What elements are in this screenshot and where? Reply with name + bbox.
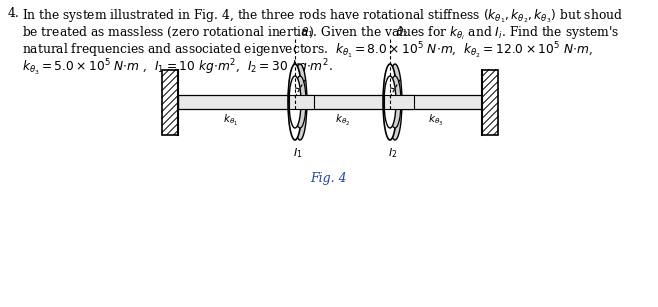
Text: $k_{\theta_3}$: $k_{\theta_3}$ [428, 113, 443, 128]
Ellipse shape [289, 76, 301, 128]
Ellipse shape [388, 64, 402, 140]
Text: $I_2$: $I_2$ [388, 146, 397, 160]
Text: In the system illustrated in Fig. 4, the three rods have rotational stiffness $(: In the system illustrated in Fig. 4, the… [22, 7, 623, 25]
Bar [178, 95, 295, 109]
Ellipse shape [384, 76, 396, 128]
Text: $\theta_1$: $\theta_1$ [301, 25, 313, 39]
Text: $\theta_2$: $\theta_2$ [396, 25, 408, 39]
Bar [482, 69, 498, 134]
Text: natural frequencies and associated eigenvectors.  $k_{\theta_1} = 8.0\times10^5\: natural frequencies and associated eigen… [22, 41, 593, 61]
Text: $k_{\theta_1}$: $k_{\theta_1}$ [223, 113, 238, 128]
Text: $k_{\theta_2}$: $k_{\theta_2}$ [335, 113, 350, 128]
Bar [162, 69, 178, 134]
Bar [299, 95, 390, 109]
Ellipse shape [383, 64, 397, 140]
Ellipse shape [389, 76, 401, 128]
Ellipse shape [293, 64, 307, 140]
Text: be treated as massless (zero rotational inertia). Given the values for $k_{\thet: be treated as massless (zero rotational … [22, 24, 619, 41]
Text: $k_{\theta_3} = 5.0\times10^5\ N{\cdot}m$ ,  $I_1 = 10\ kg{\cdot}m^2$,  $I_2 = 3: $k_{\theta_3} = 5.0\times10^5\ N{\cdot}m… [22, 58, 333, 78]
Bar [289, 95, 314, 109]
Ellipse shape [294, 76, 306, 128]
Bar [384, 95, 414, 109]
Text: Fig. 4: Fig. 4 [311, 172, 347, 185]
Ellipse shape [288, 64, 302, 140]
Text: $I_1$: $I_1$ [293, 146, 303, 160]
Text: 4.: 4. [8, 7, 20, 20]
Bar [399, 95, 482, 109]
